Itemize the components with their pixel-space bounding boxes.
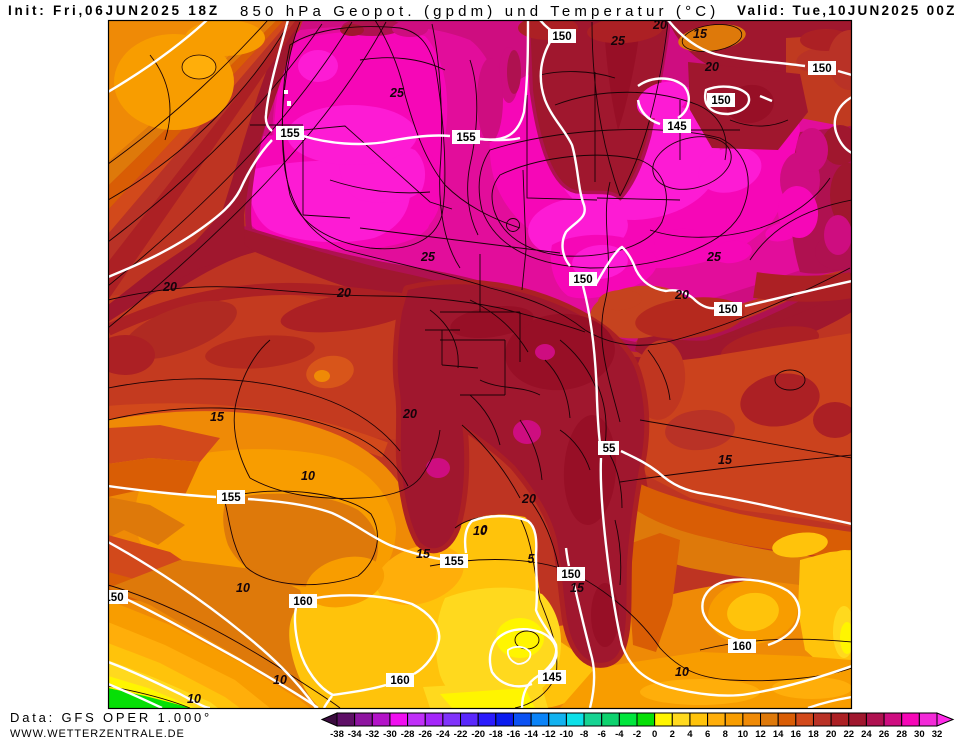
svg-text:10: 10 <box>236 581 250 595</box>
svg-text:160: 160 <box>732 641 751 653</box>
svg-text:0: 0 <box>652 729 657 740</box>
svg-text:-38: -38 <box>330 729 344 740</box>
svg-text:-14: -14 <box>524 729 538 740</box>
svg-text:32: 32 <box>932 729 943 740</box>
svg-text:15: 15 <box>416 547 431 561</box>
svg-text:150: 150 <box>552 31 571 43</box>
svg-text:-8: -8 <box>580 729 588 740</box>
svg-text:20: 20 <box>521 492 536 506</box>
svg-text:20: 20 <box>162 280 177 294</box>
svg-text:145: 145 <box>667 121 687 133</box>
svg-text:145: 145 <box>542 672 562 684</box>
svg-text:-30: -30 <box>383 729 397 740</box>
svg-text:150: 150 <box>104 592 123 604</box>
svg-text:-28: -28 <box>401 729 415 740</box>
svg-text:10: 10 <box>187 692 201 706</box>
svg-text:-22: -22 <box>454 729 468 740</box>
svg-text:-18: -18 <box>489 729 503 740</box>
svg-text:16: 16 <box>791 729 802 740</box>
svg-text:-24: -24 <box>436 729 450 740</box>
svg-text:150: 150 <box>812 63 831 75</box>
svg-text:10: 10 <box>675 665 689 679</box>
svg-text:15: 15 <box>570 581 585 595</box>
svg-text:150: 150 <box>711 95 730 107</box>
svg-text:0: 0 <box>481 523 488 537</box>
svg-text:15: 15 <box>210 410 225 424</box>
svg-text:-4: -4 <box>615 729 624 740</box>
svg-text:5: 5 <box>528 552 536 566</box>
svg-text:-34: -34 <box>348 729 362 740</box>
svg-text:Valid: Tue,10JUN2025 00Z: Valid: Tue,10JUN2025 00Z <box>737 3 957 18</box>
svg-text:25: 25 <box>706 250 722 264</box>
svg-text:20: 20 <box>674 288 689 302</box>
svg-text:-6: -6 <box>597 729 605 740</box>
svg-text:150: 150 <box>718 304 737 316</box>
svg-text:160: 160 <box>390 675 409 687</box>
svg-text:850 hPa Geopot. (gpdm) und Tem: 850 hPa Geopot. (gpdm) und Temperatur (°… <box>240 3 719 20</box>
svg-text:150: 150 <box>561 569 580 581</box>
svg-text:WWW.WETTERZENTRALE.DE: WWW.WETTERZENTRALE.DE <box>10 728 185 740</box>
svg-text:18: 18 <box>808 729 819 740</box>
svg-text:155: 155 <box>456 132 476 144</box>
svg-text:55: 55 <box>603 443 616 455</box>
svg-text:14: 14 <box>773 729 784 740</box>
svg-text:155: 155 <box>221 492 241 504</box>
svg-text:30: 30 <box>914 729 925 740</box>
svg-text:20: 20 <box>402 407 417 421</box>
svg-text:-2: -2 <box>633 729 641 740</box>
svg-text:8: 8 <box>723 729 728 740</box>
svg-text:22: 22 <box>843 729 854 740</box>
svg-text:-12: -12 <box>542 729 556 740</box>
svg-text:Init: Fri,06JUN2025 18Z: Init: Fri,06JUN2025 18Z <box>8 3 220 18</box>
svg-text:-32: -32 <box>365 729 379 740</box>
svg-text:155: 155 <box>280 128 300 140</box>
svg-text:20: 20 <box>652 18 667 32</box>
svg-text:20: 20 <box>336 286 351 300</box>
svg-text:-26: -26 <box>418 729 432 740</box>
svg-text:20: 20 <box>826 729 837 740</box>
svg-text:Data: GFS OPER 1.000°: Data: GFS OPER 1.000° <box>10 710 212 725</box>
svg-text:160: 160 <box>293 596 312 608</box>
svg-text:6: 6 <box>705 729 710 740</box>
svg-text:10: 10 <box>738 729 749 740</box>
svg-text:25: 25 <box>420 250 436 264</box>
svg-text:28: 28 <box>896 729 907 740</box>
svg-text:155: 155 <box>444 556 464 568</box>
svg-text:-10: -10 <box>560 729 574 740</box>
svg-text:2: 2 <box>670 729 675 740</box>
svg-text:25: 25 <box>389 86 405 100</box>
svg-text:15: 15 <box>718 453 733 467</box>
svg-text:24: 24 <box>861 729 872 740</box>
svg-text:10: 10 <box>273 673 287 687</box>
svg-text:20: 20 <box>704 60 719 74</box>
svg-text:10: 10 <box>473 524 487 538</box>
svg-text:15: 15 <box>693 27 708 41</box>
svg-text:26: 26 <box>879 729 890 740</box>
svg-text:-16: -16 <box>507 729 521 740</box>
svg-text:150: 150 <box>573 274 592 286</box>
svg-text:12: 12 <box>755 729 766 740</box>
svg-text:-20: -20 <box>471 729 485 740</box>
svg-text:4: 4 <box>687 729 693 740</box>
svg-text:10: 10 <box>301 469 315 483</box>
svg-text:25: 25 <box>610 34 626 48</box>
